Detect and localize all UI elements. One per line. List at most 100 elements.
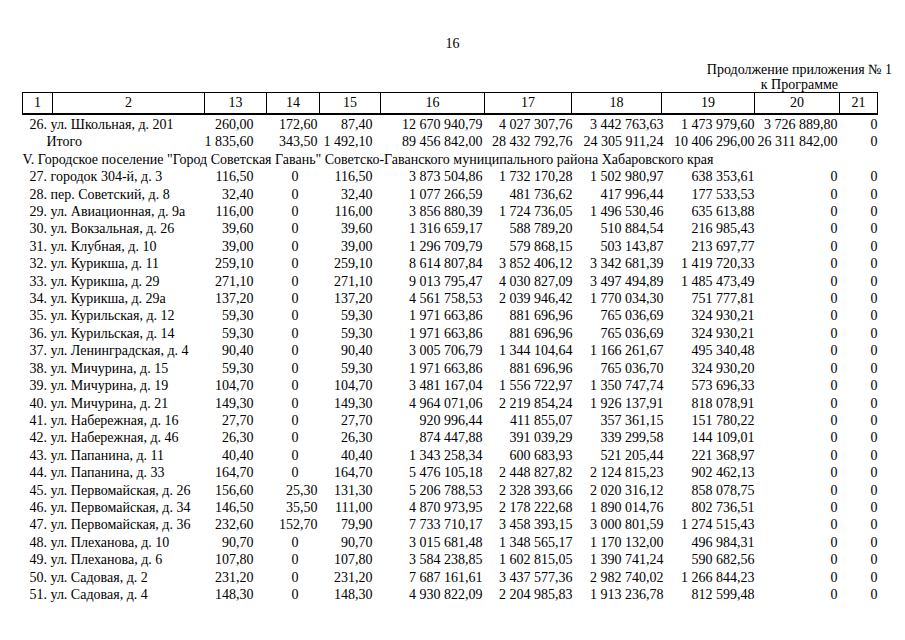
cell-col19: 151 780,22 [662,412,755,429]
cell-col15: 231,20 [320,569,381,586]
table-header-row: 12131415161718192021 [23,93,878,115]
row-label: 26. ул. Школьная, д. 201 [23,116,205,133]
row-label: 37. ул. Ленинградская, д. 4 [23,342,205,359]
cell-col21: 0 [840,499,878,516]
cell-col15: 87,40 [320,116,381,133]
cell-col13: 164,70 [205,464,267,481]
cell-col13: 259,10 [205,255,267,272]
cell-col19: 1 419 720,33 [662,255,755,272]
cell-col21: 0 [840,586,878,603]
cell-col14: 0 [267,569,320,586]
table-row: 43. ул. Папанина, д. 1140,40040,401 343 … [23,447,878,464]
cell-col21: 0 [840,273,878,290]
cell-col13: 90,40 [205,342,267,359]
cell-col19: 213 697,77 [662,238,755,255]
cell-col16: 89 456 842,00 [381,133,485,150]
cell-col13: 39,00 [205,238,267,255]
table-header: 12131415161718192021 [23,93,878,115]
cell-col20: 0 [755,342,840,359]
cell-col14: 25,30 [267,482,320,499]
cell-col20: 0 [755,447,840,464]
cell-col17: 1 344 104,64 [485,342,572,359]
row-label: 51. ул. Садовая, д. 4 [23,586,205,603]
cell-col20: 0 [755,482,840,499]
cell-col18: 765 036,69 [572,325,662,342]
table-row: 48. ул. Плеханова, д. 1090,70090,703 015… [23,534,878,551]
table-row: 42. ул. Набережная, д. 4626,30026,30874 … [23,429,878,446]
cell-col21: 0 [840,569,878,586]
cell-col16: 4 870 973,95 [381,499,485,516]
cell-col14: 0 [267,395,320,412]
section-title: V. Городское поселение "Город Советская … [23,151,878,168]
cell-col13: 271,10 [205,273,267,290]
cell-col18: 2 124 815,23 [572,464,662,481]
cell-col17: 881 696,96 [485,360,572,377]
cell-col17: 4 027 307,76 [485,116,572,133]
cell-col14: 0 [267,220,320,237]
cell-col16: 9 013 795,47 [381,273,485,290]
cell-col21: 0 [840,307,878,324]
row-label: 30. ул. Вокзальная, д. 26 [23,220,205,237]
row-label: 45. ул. Первомайская, д. 26 [23,482,205,499]
cell-col15: 104,70 [320,377,381,394]
cell-col18: 1 502 980,97 [572,168,662,185]
cell-col17: 1 556 722,97 [485,377,572,394]
cell-col21: 0 [840,551,878,568]
row-label: 44. ул. Папанина, д. 33 [23,464,205,481]
cell-col19: 1 473 979,60 [662,116,755,133]
row-label: 34. ул. Курикша, д. 29а [23,290,205,307]
cell-col14: 35,50 [267,499,320,516]
row-label: 31. ул. Клубная, д. 10 [23,238,205,255]
cell-col20: 0 [755,551,840,568]
cell-col19: 902 462,13 [662,464,755,481]
cell-col18: 1 166 261,67 [572,342,662,359]
cell-col15: 26,30 [320,429,381,446]
cell-col16: 1 296 709,79 [381,238,485,255]
cell-col17: 2 219 854,24 [485,395,572,412]
cell-col21: 0 [840,238,878,255]
cell-col21: 0 [840,290,878,307]
cell-col20: 0 [755,464,840,481]
table-row: 30. ул. Вокзальная, д. 2639,60039,601 31… [23,220,878,237]
row-label: 36. ул. Курильская, д. 14 [23,325,205,342]
cell-col15: 27,70 [320,412,381,429]
table-row: 31. ул. Клубная, д. 1039,00039,001 296 7… [23,238,878,255]
cell-col14: 0 [267,307,320,324]
row-label: 50. ул. Садовая, д. 2 [23,569,205,586]
cell-col20: 0 [755,203,840,220]
column-header-21: 21 [840,93,878,115]
cell-col20: 26 311 842,00 [755,133,840,150]
cell-col19: 818 078,91 [662,395,755,412]
cell-col19: 858 078,75 [662,482,755,499]
cell-col13: 26,30 [205,429,267,446]
cell-col20: 0 [755,360,840,377]
cell-col17: 3 852 406,12 [485,255,572,272]
cell-col18: 1 926 137,91 [572,395,662,412]
cell-col18: 339 299,58 [572,429,662,446]
cell-col15: 131,30 [320,482,381,499]
cell-col13: 116,50 [205,168,267,185]
column-header-17: 17 [485,93,572,115]
cell-col18: 417 996,44 [572,186,662,203]
cell-col14: 0 [267,186,320,203]
table-row: 33. ул. Курикша, д. 29271,100271,109 013… [23,273,878,290]
cell-col13: 90,70 [205,534,267,551]
cell-col19: 221 368,97 [662,447,755,464]
table-row: 41. ул. Набережная, д. 1627,70027,70920 … [23,412,878,429]
cell-col13: 1 835,60 [205,133,267,150]
column-header-1: 1 [23,93,53,115]
row-label: 49. ул. Плеханова, д. 6 [23,551,205,568]
cell-col21: 0 [840,220,878,237]
row-label: 47. ул. Первомайская, д. 36 [23,516,205,533]
cell-col17: 3 437 577,36 [485,569,572,586]
cell-col13: 40,40 [205,447,267,464]
cell-col20: 0 [755,377,840,394]
cell-col16: 8 614 807,84 [381,255,485,272]
cell-col13: 146,50 [205,499,267,516]
cell-col15: 259,10 [320,255,381,272]
table-row: 35. ул. Курильская, д. 1259,30059,301 97… [23,307,878,324]
cell-col20: 0 [755,325,840,342]
cell-col17: 4 030 827,09 [485,273,572,290]
cell-col15: 271,10 [320,273,381,290]
cell-col14: 0 [267,342,320,359]
